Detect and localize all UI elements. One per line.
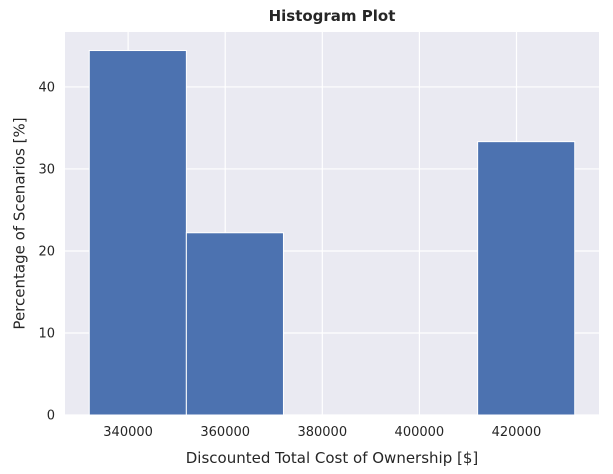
y-tick-label: 20 [38,244,55,259]
histogram-bar [185,232,284,416]
x-tick-label: 420000 [492,425,542,440]
histogram-bar [88,50,187,416]
y-tick-label: 40 [38,80,55,95]
bars [88,50,576,416]
y-tick-label: 30 [38,162,55,177]
y-axis-label: Percentage of Scenarios [%] [11,117,29,329]
y-tick-labels: 0 10 20 30 40 [38,80,55,423]
chart-title: Histogram Plot [269,7,396,25]
x-tick-label: 340000 [103,425,153,440]
x-tick-labels: 340000 360000 380000 400000 420000 [103,425,541,440]
x-tick-label: 380000 [297,425,347,440]
histogram-bar [477,141,576,416]
y-tick-label: 10 [38,326,55,341]
x-tick-label: 360000 [200,425,250,440]
x-axis-label: Discounted Total Cost of Ownership [$] [186,449,479,467]
y-tick-label: 0 [47,409,55,424]
x-tick-label: 400000 [395,425,445,440]
